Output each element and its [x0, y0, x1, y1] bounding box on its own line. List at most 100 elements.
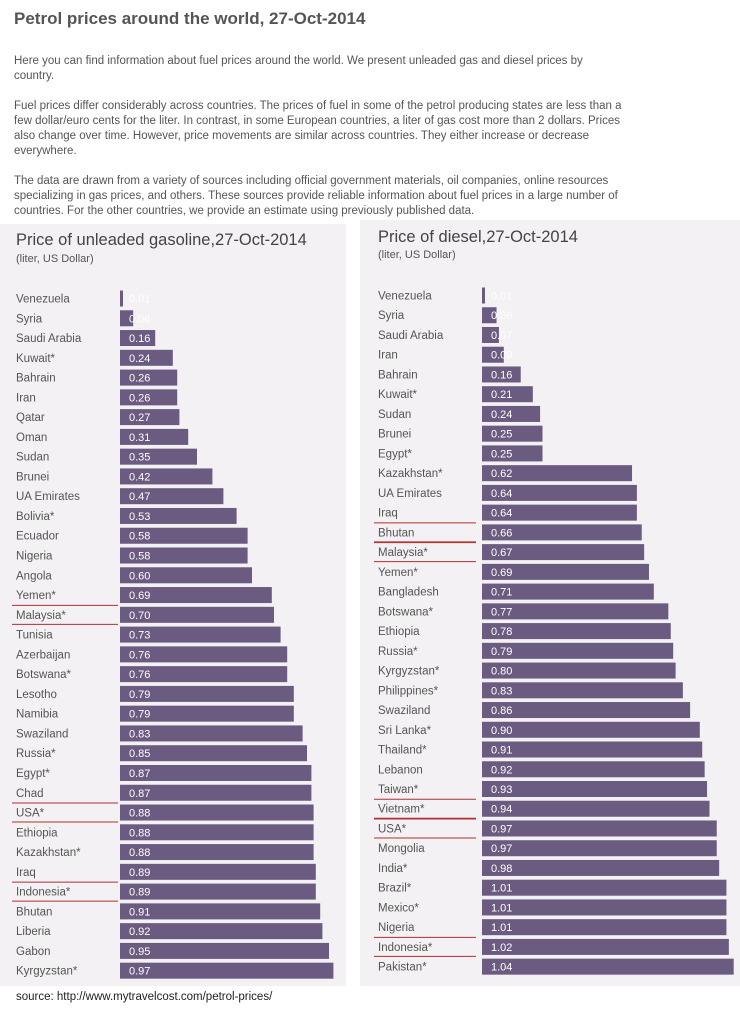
gasoline-value-label-ua-emirates: 0.47 [129, 491, 150, 503]
diesel-value-label-ethiopia: 0.78 [491, 626, 512, 638]
diesel-bar-kyrgyzstan [482, 662, 676, 679]
diesel-bar-malaysia [482, 544, 645, 561]
gasoline-category-label-brunei: Brunei [16, 471, 49, 483]
diesel-bar-brazil [482, 879, 727, 896]
gasoline-value-label-russia: 0.85 [129, 748, 150, 760]
intro-paragraph-1: Here you can find information about fuel… [14, 55, 583, 82]
gasoline-value-label-liberia: 0.92 [129, 926, 150, 938]
gasoline-value-label-iraq: 0.89 [129, 867, 150, 879]
gasoline-category-label-ethiopia: Ethiopia [16, 827, 58, 839]
diesel-value-label-indonesia: 1.02 [491, 942, 512, 954]
gasoline-category-label-oman: Oman [16, 432, 47, 444]
gasoline-bar-russia [120, 745, 307, 762]
gasoline-bar-bahrain [120, 369, 178, 386]
diesel-bar-brunei [482, 425, 543, 442]
gasoline-value-label-tunisia: 0.73 [129, 630, 150, 642]
diesel-value-label-bahrain: 0.16 [491, 369, 512, 381]
gasoline-value-label-azerbaijan: 0.76 [129, 649, 150, 661]
diesel-category-label-bangladesh: Bangladesh [378, 587, 439, 599]
diesel-bar-swaziland [482, 702, 691, 719]
gasoline-value-label-bolivia: 0.53 [129, 511, 150, 523]
gasoline-value-label-syria: 0.06 [129, 313, 150, 325]
gasoline-category-label-russia: Russia* [16, 748, 56, 760]
diesel-value-label-kazakhstan: 0.62 [491, 468, 512, 480]
diesel-value-label-mongolia: 0.97 [491, 843, 512, 855]
gasoline-bar-yemen [120, 587, 272, 604]
gasoline-bar-gabon [120, 942, 329, 959]
gasoline-bar-kazakhstan [120, 844, 314, 861]
diesel-value-label-taiwan: 0.93 [491, 784, 512, 796]
gasoline-value-label-nigeria: 0.58 [129, 551, 150, 563]
gasoline-value-label-saudi-arabia: 0.16 [129, 333, 150, 345]
gasoline-category-label-tunisia: Tunisia [16, 630, 53, 642]
gasoline-bar-iraq [120, 863, 316, 880]
diesel-value-label-thailand: 0.91 [491, 745, 512, 757]
diesel-category-label-thailand: Thailand* [378, 745, 427, 757]
diesel-panel [360, 220, 740, 986]
gasoline-category-label-kyrgyzstan: Kyrgyzstan* [16, 966, 78, 978]
gasoline-bar-iran [120, 389, 178, 406]
gasoline-bar-sudan [120, 448, 197, 465]
gasoline-bar-egypt [120, 764, 312, 781]
gasoline-value-label-swaziland: 0.83 [129, 728, 150, 740]
gasoline-value-label-qatar: 0.27 [129, 412, 150, 424]
diesel-bar-saudi-arabia [482, 326, 499, 343]
gasoline-category-label-indonesia: Indonesia* [16, 887, 71, 899]
diesel-category-label-yemen: Yemen* [378, 567, 418, 579]
gasoline-category-label-syria: Syria [16, 313, 43, 325]
diesel-bar-mexico [482, 899, 727, 916]
gasoline-category-label-ecuador: Ecuador [16, 531, 59, 543]
gasoline-bar-ethiopia [120, 824, 314, 841]
diesel-category-label-malaysia: Malaysia* [378, 547, 428, 559]
page-title: Petrol prices around the world, 27-Oct-2… [14, 9, 366, 28]
gasoline-category-label-ua-emirates: UA Emirates [16, 491, 80, 503]
diesel-bar-philippines [482, 682, 683, 699]
diesel-value-label-vietnam: 0.94 [491, 804, 512, 816]
diesel-category-label-mexico: Mexico* [378, 902, 419, 914]
diesel-value-label-philippines: 0.83 [491, 685, 512, 697]
gasoline-bar-tunisia [120, 626, 281, 643]
gasoline-category-label-gabon: Gabon [16, 946, 51, 958]
gasoline-bar-saudi-arabia [120, 330, 156, 347]
gasoline-category-label-namibia: Namibia [16, 709, 59, 721]
gasoline-category-label-qatar: Qatar [16, 412, 45, 424]
gasoline-value-label-yemen: 0.69 [129, 590, 150, 602]
intro-paragraph-2: Fuel prices differ considerably across c… [14, 100, 622, 157]
gasoline-chart-subtitle: (liter, US Dollar) [16, 253, 94, 265]
gasoline-bar-syria [120, 310, 134, 327]
gasoline-category-label-swaziland: Swaziland [16, 728, 68, 740]
diesel-bar-yemen [482, 563, 649, 580]
gasoline-category-label-sudan: Sudan [16, 452, 49, 464]
diesel-value-label-nigeria: 1.01 [491, 922, 512, 934]
diesel-bar-venezuela [482, 287, 485, 304]
gasoline-bar-oman [120, 428, 189, 445]
gasoline-category-label-azerbaijan: Azerbaijan [16, 649, 70, 661]
gasoline-category-label-yemen: Yemen* [16, 590, 56, 602]
gasoline-category-label-egypt: Egypt* [16, 768, 50, 780]
gasoline-value-label-chad: 0.87 [129, 788, 150, 800]
diesel-bar-bangladesh [482, 583, 654, 600]
diesel-value-label-venezuela: 0.01 [491, 291, 512, 303]
gasoline-value-label-malaysia: 0.70 [129, 610, 150, 622]
diesel-bar-ua-emirates [482, 484, 637, 501]
gasoline-bar-swaziland [120, 725, 303, 742]
diesel-value-label-saudi-arabia: 0.07 [491, 330, 512, 342]
gasoline-value-label-angola: 0.60 [129, 570, 150, 582]
diesel-bar-bhutan [482, 524, 642, 541]
diesel-bar-bahrain [482, 366, 521, 383]
diesel-category-label-botswana: Botswana* [378, 606, 434, 618]
gasoline-value-label-namibia: 0.79 [129, 709, 150, 721]
gasoline-bar-qatar [120, 409, 180, 426]
diesel-bar-usa [482, 820, 717, 837]
diesel-bar-sri-lanka [482, 721, 700, 738]
diesel-value-label-iran: 0.09 [491, 350, 512, 362]
gasoline-bar-ecuador [120, 527, 248, 544]
diesel-category-label-sudan: Sudan [378, 409, 411, 421]
gasoline-bar-kuwait [120, 349, 173, 366]
diesel-category-label-iran: Iran [378, 350, 398, 362]
diesel-category-label-bahrain: Bahrain [378, 369, 418, 381]
gasoline-value-label-ethiopia: 0.88 [129, 827, 150, 839]
diesel-value-label-swaziland: 0.86 [491, 705, 512, 717]
gasoline-value-label-lesotho: 0.79 [129, 689, 150, 701]
diesel-category-label-taiwan: Taiwan* [378, 784, 419, 796]
